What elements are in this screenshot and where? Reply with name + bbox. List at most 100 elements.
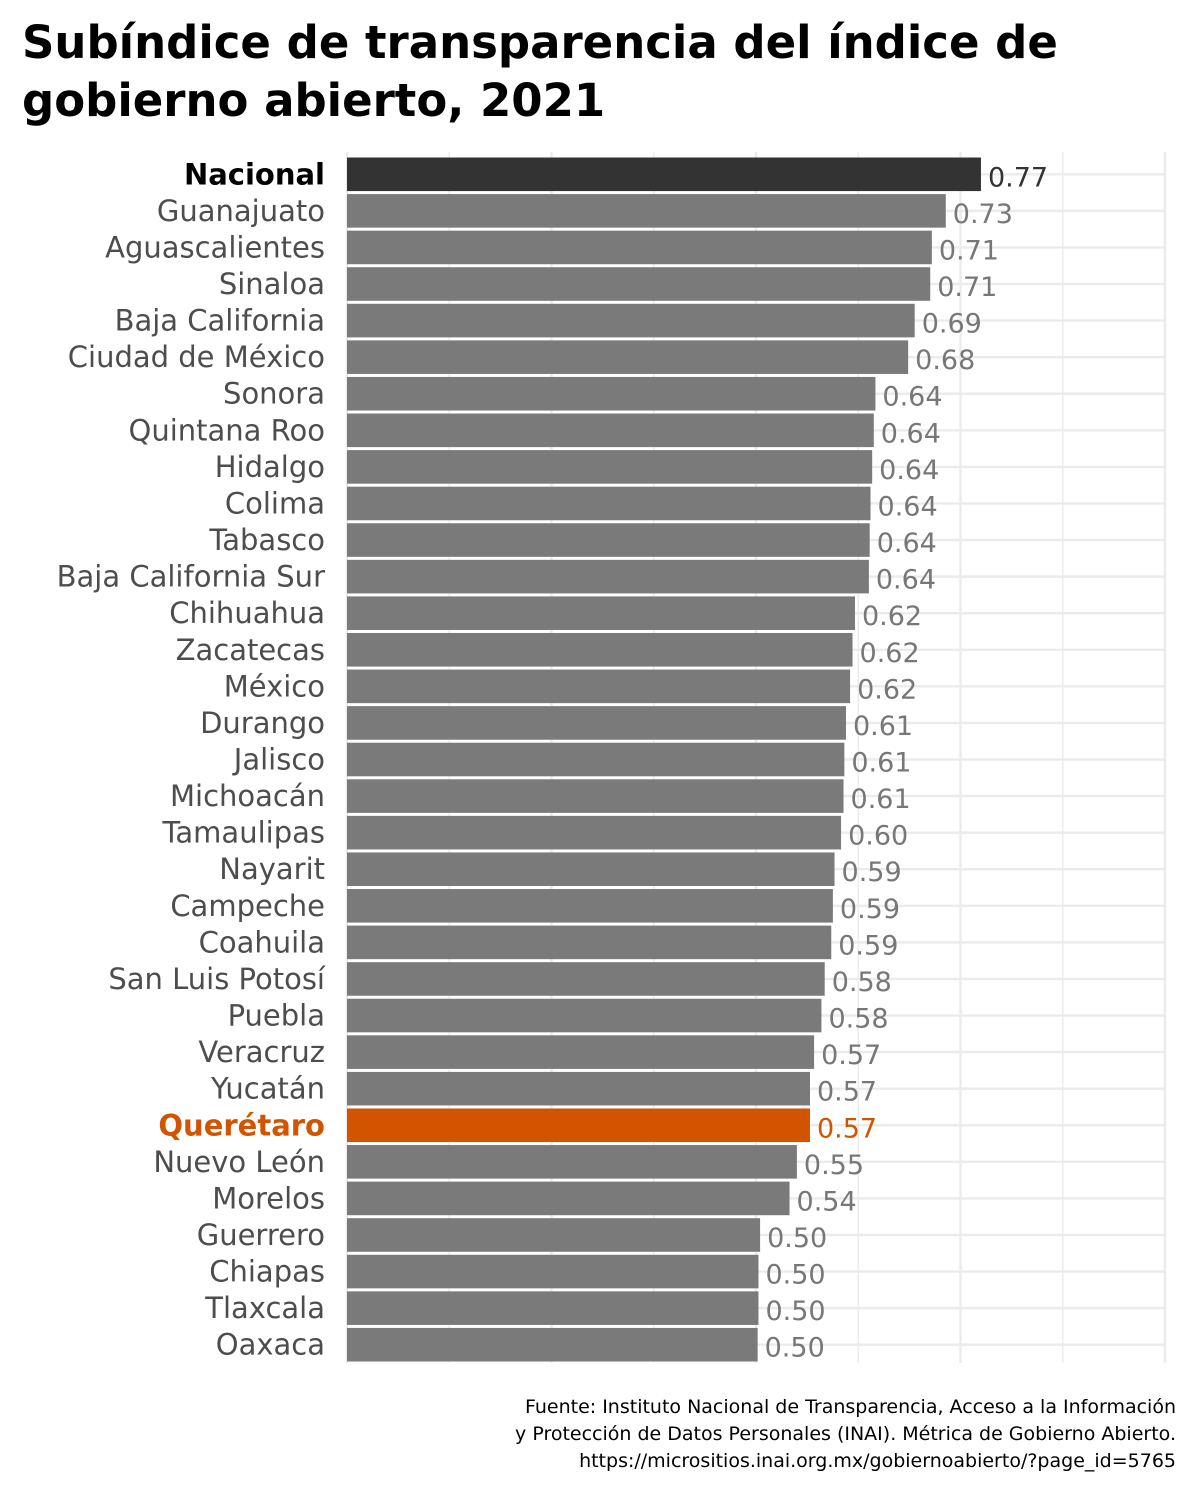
category-label: Tlaxcala: [204, 1291, 325, 1325]
bars-group: [347, 157, 981, 1362]
bar-tabasco: [347, 523, 870, 557]
category-label: Durango: [200, 706, 325, 740]
value-label: 0.64: [877, 528, 937, 559]
bar-sinaloa: [347, 267, 931, 301]
category-label: Zacatecas: [176, 633, 325, 667]
category-label: Tamaulipas: [162, 816, 326, 850]
value-label: 0.77: [988, 162, 1048, 193]
bar-san-luis-potosi: [347, 962, 825, 996]
value-label: 0.59: [840, 894, 900, 925]
value-label: 0.54: [797, 1186, 857, 1217]
category-label: San Luis Potosí: [108, 962, 326, 996]
bar-colima: [347, 486, 871, 521]
bar-jalisco: [347, 742, 845, 777]
bar-puebla: [347, 998, 822, 1033]
bar-chiapas: [347, 1254, 759, 1289]
category-label: Puebla: [228, 999, 325, 1033]
bar-guerrero: [347, 1218, 761, 1252]
source-line-1: Fuente: Instituto Nacional de Transparen…: [524, 1396, 1176, 1418]
bar-zacatecas: [347, 632, 853, 667]
category-label: Ciudad de México: [68, 340, 325, 374]
category-label: México: [224, 669, 325, 703]
bar-queretaro: [347, 1108, 810, 1143]
value-label: 0.59: [838, 930, 898, 961]
value-label: 0.50: [767, 1223, 827, 1254]
bar-yucatan: [347, 1071, 810, 1106]
value-label: 0.50: [765, 1296, 825, 1327]
value-label: 0.60: [848, 821, 908, 852]
bar-nuevo-leon: [347, 1145, 797, 1179]
value-label: 0.64: [881, 418, 941, 449]
value-label: 0.61: [853, 711, 913, 742]
category-label: Guerrero: [197, 1218, 325, 1252]
category-label: Nacional: [184, 157, 325, 191]
bar-aguascalientes: [347, 230, 932, 265]
bar-hidalgo: [347, 450, 873, 484]
value-label: 0.68: [915, 345, 975, 376]
value-label: 0.50: [765, 1260, 825, 1291]
category-label: Aguascalientes: [105, 230, 325, 264]
value-label: 0.61: [851, 784, 911, 815]
value-label: 0.73: [953, 199, 1013, 230]
value-label: 0.64: [878, 491, 938, 522]
category-label: Guanajuato: [157, 194, 325, 228]
value-label: 0.64: [882, 382, 942, 413]
value-label: 0.62: [860, 638, 920, 669]
value-label: 0.71: [937, 272, 997, 303]
bar-nacional: [347, 157, 981, 192]
value-label: 0.61: [851, 748, 911, 779]
category-label: Veracruz: [198, 1035, 325, 1069]
value-label: 0.62: [862, 601, 922, 632]
value-label: 0.69: [922, 309, 982, 340]
value-label: 0.58: [832, 967, 892, 998]
category-label: Chiapas: [209, 1255, 325, 1289]
value-label: 0.57: [817, 1077, 877, 1108]
category-label: Hidalgo: [215, 450, 325, 484]
bar-coahuila: [347, 925, 832, 960]
bar-tamaulipas: [347, 815, 842, 850]
value-labels: 0.77 0.73 0.71 0.71 0.69 0.68 0.64 0.64 0.64 0.64…: [765, 162, 1048, 1363]
value-label: 0.50: [765, 1333, 825, 1364]
category-label: Quintana Roo: [129, 413, 326, 447]
category-label: Tabasco: [208, 523, 325, 557]
category-label: Nuevo León: [153, 1145, 325, 1179]
value-label: 0.57: [821, 1040, 881, 1071]
category-label: Baja California Sur: [57, 560, 325, 594]
bar-baja-california: [347, 303, 915, 338]
bar-morelos: [347, 1181, 790, 1216]
value-label: 0.55: [804, 1150, 864, 1181]
bar-michoacan: [347, 779, 844, 813]
source-line-3: https://micrositios.inai.org.mx/gobierno…: [579, 1450, 1176, 1472]
bar-tlaxcala: [347, 1291, 759, 1325]
category-label: Colima: [225, 486, 325, 520]
bar-sonora: [347, 376, 876, 411]
category-label: Querétaro: [158, 1108, 325, 1142]
source-line-2: y Protección de Datos Personales (INAI).…: [515, 1423, 1176, 1445]
category-label: Campeche: [170, 889, 325, 923]
category-label: Coahuila: [199, 925, 325, 959]
bar-campeche: [347, 889, 833, 923]
bar-quintana-roo: [347, 413, 874, 448]
value-label: 0.62: [857, 674, 917, 705]
category-label: Jalisco: [232, 743, 325, 777]
value-label: 0.64: [876, 565, 936, 596]
category-label: Sinaloa: [219, 267, 325, 301]
bar-veracruz: [347, 1035, 815, 1069]
value-label: 0.71: [939, 235, 999, 266]
bar-durango: [347, 706, 846, 740]
category-label: Michoacán: [170, 779, 325, 813]
category-label: Morelos: [212, 1181, 325, 1215]
value-label: 0.59: [842, 857, 902, 888]
value-label: 0.64: [879, 455, 939, 486]
category-label: Sonora: [223, 377, 325, 411]
bar-mexico: [347, 669, 851, 704]
value-label: 0.57: [817, 1113, 877, 1144]
bar-guanajuato: [347, 194, 946, 228]
bar-ciudad-de-mexico: [347, 340, 909, 374]
chart-title: Subíndice de transparencia del índice de…: [22, 16, 1058, 127]
bar-oaxaca: [347, 1327, 758, 1362]
bar-baja-california-sur: [347, 559, 869, 594]
category-label: Nayarit: [219, 852, 325, 886]
